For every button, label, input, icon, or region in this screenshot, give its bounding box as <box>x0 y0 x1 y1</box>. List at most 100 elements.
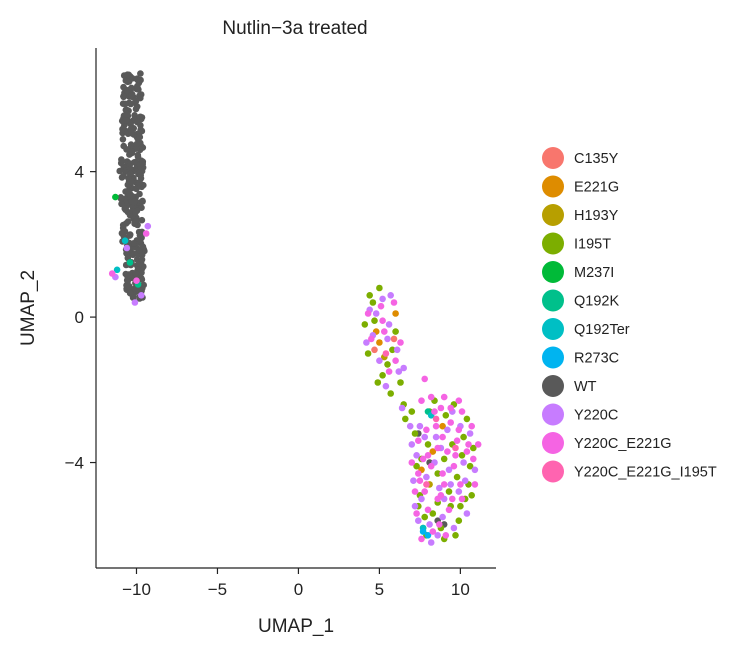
legend-swatch-r273c <box>542 346 564 369</box>
point-wt <box>119 136 127 143</box>
point-y220c <box>376 357 383 365</box>
point-i195t <box>460 433 467 441</box>
point-wt <box>123 110 131 118</box>
legend-label-q192ter: Q192Ter <box>574 322 630 338</box>
point-y220c <box>379 295 386 303</box>
y-tick-label: −4 <box>65 454 84 473</box>
point-wt <box>138 216 146 224</box>
point-wt <box>120 93 127 100</box>
point-y220c <box>382 382 390 390</box>
plot-points <box>108 70 482 546</box>
point-y220c-e221g <box>470 455 477 463</box>
legend-swatch-y220c <box>542 403 564 426</box>
point-y220c <box>415 517 422 524</box>
point-r273c <box>419 528 427 535</box>
point-i195t <box>440 455 448 463</box>
point-y220c <box>434 532 442 539</box>
legend-label-r273c: R273C <box>574 351 619 367</box>
point-y220c <box>410 477 417 485</box>
point-y220c-e221g <box>418 535 425 543</box>
point-wt <box>137 70 144 77</box>
legend-swatch-q192ter <box>542 318 564 340</box>
legend-label-c135y: C135Y <box>574 151 619 167</box>
point-i195t <box>424 441 432 448</box>
point-y220c-e221g <box>471 481 479 488</box>
legend-label-h193y: H193Y <box>574 208 619 224</box>
y-tick-label: 4 <box>75 163 84 182</box>
point-i195t <box>442 412 450 419</box>
point-y220c-e221g-i195t <box>452 444 459 452</box>
point-wt <box>134 118 141 126</box>
point-y220c <box>445 466 453 474</box>
legend: C135Y E221G H193Y I195T M237I Q192K Q192Ter R27… <box>542 147 717 483</box>
point-y220c-e221g <box>452 452 459 459</box>
point-y220c-e221g <box>449 495 456 503</box>
legend-label-wt: WT <box>574 379 597 395</box>
point-i195t <box>379 372 386 379</box>
point-y220c-e221g <box>133 277 140 285</box>
point-wt <box>136 179 144 187</box>
point-wt <box>123 146 130 153</box>
point-y220c-e221g <box>418 397 425 405</box>
legend-label-y220c-e221g: Y220C_E221G <box>574 436 672 452</box>
point-wt <box>136 169 143 177</box>
point-wt <box>132 269 139 277</box>
point-wt <box>124 277 131 285</box>
point-wt <box>117 195 125 202</box>
point-wt <box>126 232 134 239</box>
legend-swatch-c135y <box>542 147 564 169</box>
point-y220c-e221g <box>465 441 472 448</box>
point-y220c-e221g <box>427 462 435 470</box>
point-y220c <box>455 488 463 495</box>
point-i195t <box>455 517 463 524</box>
point-y220c-e221g <box>434 444 442 452</box>
point-wt <box>119 125 126 133</box>
point-wt <box>139 158 147 165</box>
point-y220c-e221g <box>377 302 385 310</box>
point-y220c <box>463 510 471 517</box>
point-i195t <box>408 408 416 415</box>
point-i195t <box>470 444 477 452</box>
point-y220c-e221g <box>392 357 399 365</box>
legend-label-m237i: M237I <box>574 265 614 281</box>
point-y220c-e221g <box>436 521 443 528</box>
point-y220c <box>416 422 424 430</box>
point-e221g <box>392 310 399 317</box>
point-wt <box>126 289 134 297</box>
point-q192k <box>126 259 134 266</box>
point-y220c-e221g <box>455 426 463 434</box>
point-y220c-e221g <box>437 404 445 412</box>
point-y220c <box>426 521 433 528</box>
point-y220c-e221g-i195t <box>432 415 440 423</box>
point-wt <box>133 76 141 83</box>
point-y220c-e221g <box>415 470 422 477</box>
point-i195t <box>397 379 404 386</box>
point-i195t <box>364 350 372 357</box>
point-i195t <box>457 502 464 510</box>
legend-swatch-q192k <box>542 289 564 312</box>
point-y220c <box>444 426 451 434</box>
point-wt <box>128 84 135 92</box>
point-i195t <box>387 390 395 397</box>
point-wt <box>128 148 136 155</box>
point-y220c <box>363 339 370 346</box>
point-wt <box>132 97 140 105</box>
point-i195t <box>374 379 382 386</box>
point-y220c <box>418 495 425 503</box>
point-y220c <box>436 484 443 492</box>
point-wt <box>134 153 142 161</box>
point-y220c-e221g <box>419 455 427 463</box>
point-y220c-e221g <box>421 488 429 495</box>
y-tick-label: 0 <box>75 308 84 327</box>
point-y220c-e221g <box>445 506 453 514</box>
point-y220c <box>447 481 455 488</box>
point-y220c-e221g <box>411 488 419 495</box>
legend-swatch-y220c-e221g <box>542 432 564 454</box>
point-wt <box>127 120 134 128</box>
point-wt <box>120 83 127 91</box>
point-wt <box>121 205 129 212</box>
point-i195t <box>453 473 461 481</box>
point-wt <box>133 140 141 148</box>
point-wt <box>138 256 146 263</box>
